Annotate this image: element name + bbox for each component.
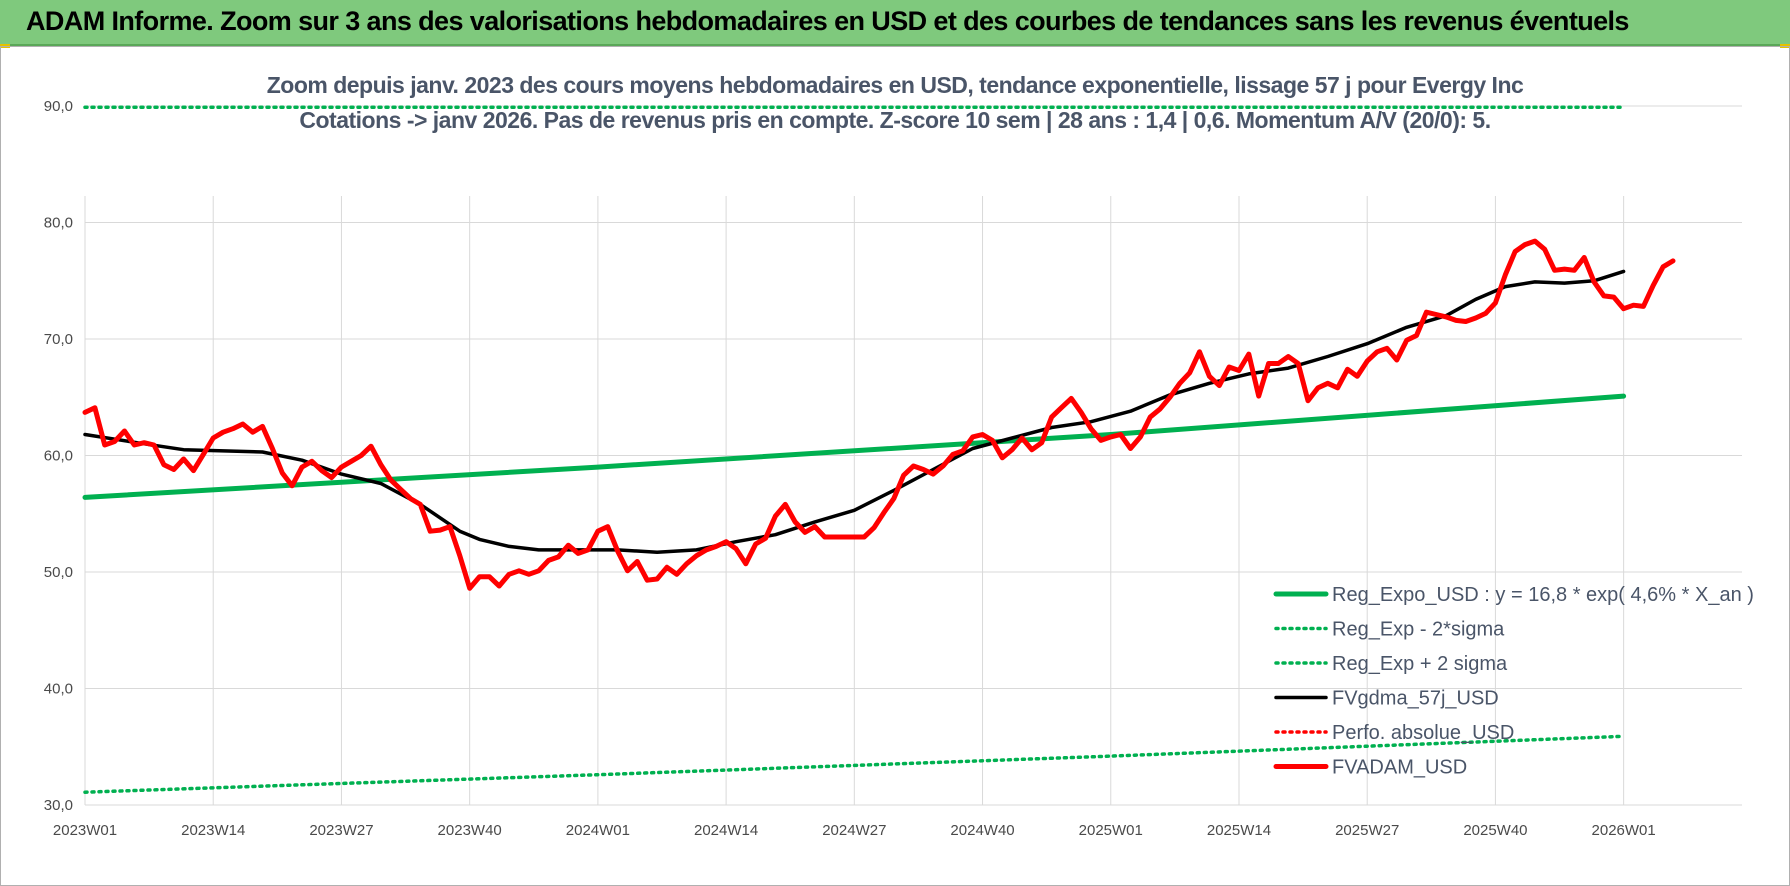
x-tick-label: 2023W40	[438, 822, 502, 839]
chart-subtitle-line-2: Cotations -> janv 2026. Pas de revenus p…	[299, 107, 1491, 133]
series-layer	[82, 105, 1676, 794]
y-tick-label: 30,0	[44, 797, 73, 814]
y-tick-label: 50,0	[44, 564, 73, 581]
y-axis-ticks: 30,0 40,0 50,0 60,0 70,0 80,0 90,0	[44, 98, 73, 814]
x-tick-label: 2024W01	[566, 822, 630, 839]
x-tick-label: 2026W01	[1592, 822, 1656, 839]
x-tick-label: 2023W27	[309, 822, 373, 839]
legend-entry-label: Perfo. absolue_USD	[1332, 722, 1514, 744]
gridlines	[84, 105, 1742, 806]
series-line-0	[82, 393, 1627, 500]
legend: Reg_Expo_USD : y = 16,8 * exp( 4,6% * X_…	[1273, 584, 1754, 779]
legend-entry-label: Reg_Exp - 2*sigma	[1332, 619, 1505, 641]
legend-entry-label: FVgdma_57j_USD	[1332, 688, 1499, 710]
x-tick-label: 2025W01	[1079, 822, 1143, 839]
x-tick-label: 2024W14	[694, 822, 758, 839]
series-line-5	[82, 238, 1676, 591]
title-banner: ADAM Informe. Zoom sur 3 ans des valoris…	[0, 0, 1790, 46]
x-axis-ticks: 2023W01 2023W14 2023W27 2023W40 2024W01 2024W…	[53, 822, 1656, 839]
x-tick-label: 2024W40	[950, 822, 1014, 839]
y-tick-label: 80,0	[44, 215, 73, 232]
series-line-1	[83, 734, 1626, 794]
chart-main-title: ADAM Informe. Zoom sur 3 ans des valoris…	[26, 6, 1629, 36]
x-tick-label: 2024W27	[822, 822, 886, 839]
legend-entry-label: FVADAM_USD	[1332, 757, 1467, 779]
legend-entry-label: Reg_Expo_USD : y = 16,8 * exp( 4,6% * X_…	[1332, 584, 1754, 606]
y-tick-label: 70,0	[44, 331, 73, 348]
y-tick-label: 90,0	[44, 98, 73, 115]
x-tick-label: 2025W14	[1207, 822, 1271, 839]
x-tick-label: 2023W14	[181, 822, 245, 839]
y-tick-label: 60,0	[44, 448, 73, 465]
legend-entry-label: Reg_Exp + 2 sigma	[1332, 653, 1508, 675]
x-tick-label: 2025W27	[1335, 822, 1399, 839]
x-tick-label: 2023W01	[53, 822, 117, 839]
x-tick-label: 2025W40	[1463, 822, 1527, 839]
chart-subtitle-line-1: Zoom depuis janv. 2023 des cours moyens …	[266, 72, 1524, 98]
y-tick-label: 40,0	[44, 681, 73, 698]
